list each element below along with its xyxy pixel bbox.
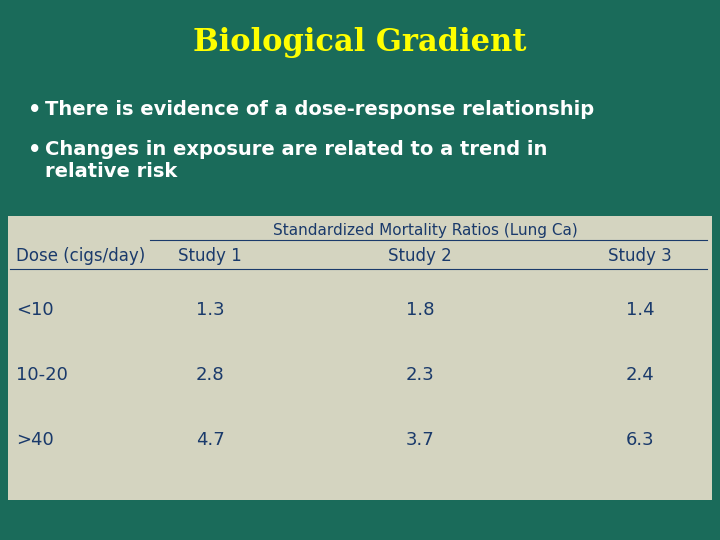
Text: >40: >40 xyxy=(16,431,54,449)
Text: Biological Gradient: Biological Gradient xyxy=(193,26,527,57)
Text: Changes in exposure are related to a trend in: Changes in exposure are related to a tre… xyxy=(45,140,547,159)
Text: 2.3: 2.3 xyxy=(405,366,434,384)
Text: 3.7: 3.7 xyxy=(405,431,434,449)
Text: 1.3: 1.3 xyxy=(196,301,225,319)
FancyBboxPatch shape xyxy=(8,216,712,500)
Text: 4.7: 4.7 xyxy=(196,431,225,449)
Text: •: • xyxy=(28,100,41,120)
Text: relative risk: relative risk xyxy=(45,162,177,181)
Text: <10: <10 xyxy=(16,301,53,319)
Text: 6.3: 6.3 xyxy=(626,431,654,449)
Text: There is evidence of a dose-response relationship: There is evidence of a dose-response rel… xyxy=(45,100,594,119)
Text: Dose (cigs/day): Dose (cigs/day) xyxy=(16,247,145,265)
Text: Study 2: Study 2 xyxy=(388,247,452,265)
Text: 2.4: 2.4 xyxy=(626,366,654,384)
Text: Standardized Mortality Ratios (Lung Ca): Standardized Mortality Ratios (Lung Ca) xyxy=(273,222,577,238)
Text: 1.8: 1.8 xyxy=(406,301,434,319)
Text: 2.8: 2.8 xyxy=(196,366,225,384)
Text: 10-20: 10-20 xyxy=(16,366,68,384)
Text: Study 3: Study 3 xyxy=(608,247,672,265)
Text: Study 1: Study 1 xyxy=(178,247,242,265)
Text: •: • xyxy=(28,140,41,160)
Text: 1.4: 1.4 xyxy=(626,301,654,319)
